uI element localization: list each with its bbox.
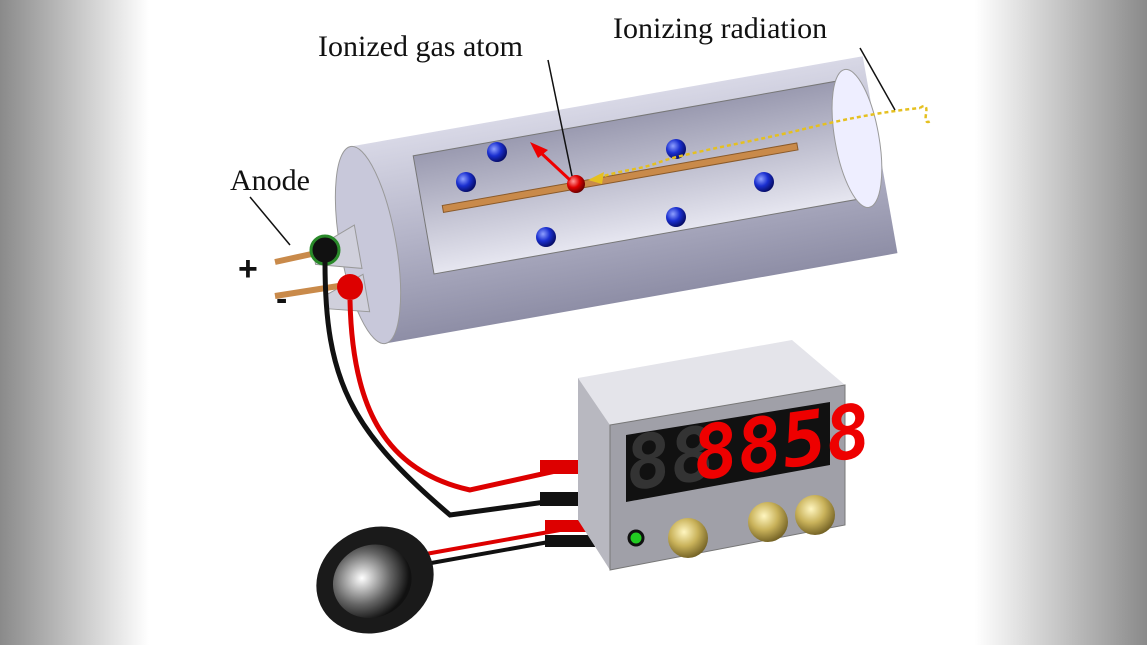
gas-atom [456,172,476,192]
label: Ionized gas atom [318,30,523,63]
gas-atom [487,142,507,162]
leader-line [547,59,573,177]
counter-side [578,378,610,570]
counter-top [578,340,845,425]
polarity: - [276,280,287,318]
red-connector [337,274,363,300]
knob[interactable] [748,502,788,542]
gas-atom [666,207,686,227]
gas-atom [754,172,774,192]
window [831,68,883,209]
plug [540,460,590,474]
radiation-wave [597,104,933,180]
gas-atom [536,227,556,247]
knob[interactable] [668,518,708,558]
cathode-pin [274,282,346,299]
wire-red [419,528,561,557]
led [627,529,645,547]
ion-arrow-head [530,142,548,158]
label: Ionizing radiation [613,12,827,45]
wire-black [322,261,561,518]
speaker-cone [332,544,412,619]
leader-line [859,47,896,111]
ion-arrow [538,150,572,182]
radiation-arrow [588,172,604,184]
display-digits: 88 [621,410,721,508]
plug [545,535,595,547]
speaker [316,526,434,634]
plug [540,492,590,506]
gas-atoms [456,139,774,247]
ionized-atom [567,175,585,193]
leader-line [249,196,291,246]
knob[interactable] [795,495,835,535]
polarity: + [238,250,258,288]
label: Anode [230,164,310,197]
black-connector [309,234,341,266]
gas-atom [666,139,686,159]
counter: 88 8858 [578,340,876,571]
anode-wire [441,142,799,213]
wire-black [419,538,561,567]
wire-red [347,299,561,493]
display [626,402,830,502]
